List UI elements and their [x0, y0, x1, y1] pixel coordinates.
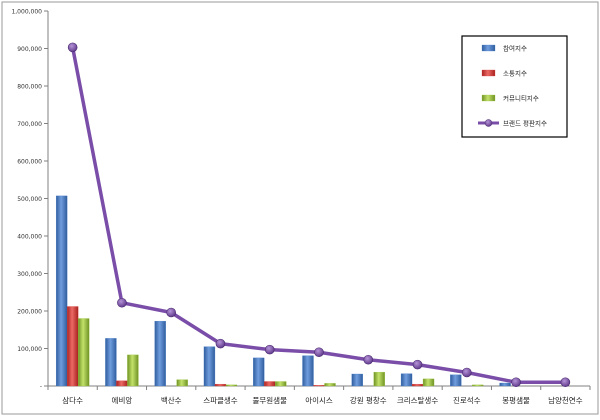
bar-participation-1 [105, 338, 117, 387]
bar-participation-0 [55, 195, 68, 387]
legend-label-3: 브랜드 평판지수 [503, 119, 547, 128]
y-tick-label: 500,000 [17, 196, 42, 203]
reputation-index-point-6 [363, 354, 374, 365]
legend-box [461, 35, 568, 138]
reputation-index-point-9 [511, 377, 521, 388]
bar-community-0 [77, 318, 90, 387]
bar-community-8 [472, 384, 484, 387]
x-tick-label: 삼다수 [62, 395, 83, 405]
y-tick-label: 200,000 [17, 309, 42, 316]
reputation-index-point-7 [412, 359, 423, 370]
bar-communication-5 [313, 385, 325, 387]
bar-community-7 [422, 378, 435, 387]
bar-communication-7 [411, 383, 424, 387]
legend-swatch-1 [481, 69, 496, 77]
y-tick-label: 400,000 [17, 234, 42, 241]
x-tick-label: 에비앙 [112, 395, 133, 405]
x-tick-label: 크리스탈생수 [397, 395, 438, 405]
y-tick-label: - [40, 384, 42, 391]
y-tick-label: 600,000 [17, 159, 42, 166]
bar-community-5 [324, 383, 336, 387]
y-tick-label: 700,000 [17, 121, 42, 128]
bar-communication-0 [66, 306, 79, 387]
bar-community-3 [225, 384, 238, 387]
reputation-index-point-8 [462, 367, 472, 378]
bar-community-2 [176, 379, 188, 387]
reputation-index-point-5 [314, 347, 324, 358]
legend-swatch-0 [481, 44, 496, 52]
reputation-index-point-10 [560, 377, 571, 388]
bar-communication-1 [116, 380, 128, 387]
reputation-index-point-0 [67, 42, 78, 53]
x-tick-label: 풀무원샘물 [252, 396, 287, 405]
legend-label-0: 참여지수 [503, 44, 527, 53]
y-tick-label: 800,000 [17, 84, 42, 91]
bar-participation-8 [450, 374, 462, 387]
bar-community-4 [275, 381, 287, 387]
reputation-index-point-2 [166, 307, 176, 318]
x-tick-label: 봉평샘물 [502, 395, 530, 405]
reputation-index-point-1 [117, 297, 127, 308]
bar-communication-4 [264, 381, 276, 387]
y-tick-label: 100,000 [17, 346, 42, 353]
bar-participation-5 [302, 355, 314, 387]
bar-participation-6 [351, 373, 363, 387]
reputation-index-point-4 [264, 344, 275, 355]
bar-participation-4 [253, 357, 265, 387]
legend-swatch-2 [481, 94, 496, 102]
bar-participation-2 [154, 320, 166, 387]
bar-community-1 [127, 354, 139, 387]
x-tick-label: 스파클생수 [203, 395, 238, 405]
x-tick-label: 진로석수 [453, 395, 481, 405]
bar-communication-3 [214, 383, 227, 387]
x-tick-label: 강원 평창수 [350, 395, 387, 405]
x-tick-label: 남양천연수 [548, 395, 583, 405]
legend-label-2: 커뮤니티지수 [503, 94, 539, 103]
y-tick-label: 1,000,000 [11, 9, 42, 16]
y-tick-label: 900,000 [17, 46, 42, 53]
bar-community-6 [373, 371, 385, 387]
reputation-index-point-3 [215, 338, 226, 349]
x-tick-label: 백산수 [161, 395, 182, 405]
y-tick-label: 300,000 [17, 271, 42, 278]
bar-participation-7 [400, 373, 413, 387]
bar-participation-9 [499, 382, 511, 387]
legend-swatch-marker [484, 119, 493, 127]
x-tick-label: 아이시스 [305, 395, 333, 405]
bar-participation-3 [203, 346, 216, 387]
legend-label-1: 소통지수 [503, 69, 527, 78]
